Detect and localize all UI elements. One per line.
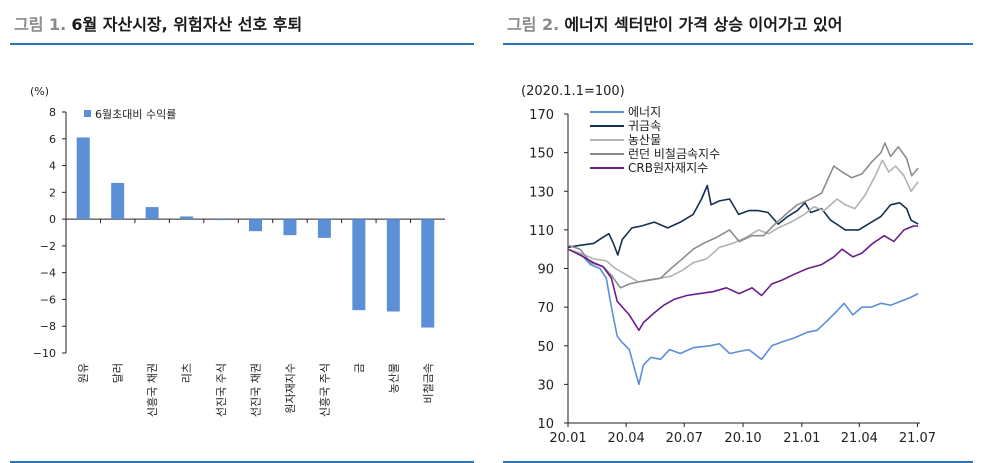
figure-1-title-rule bbox=[10, 43, 474, 45]
x-category-label: 달러 bbox=[112, 363, 125, 383]
legend-label: CRB원자재지수 bbox=[628, 161, 708, 175]
figure-2-title: 그림 2. 에너지 섹터만이 가격 상승 이어가고 있어 bbox=[507, 14, 842, 36]
y-tick-label: −4 bbox=[40, 267, 56, 280]
legend-label: 귀금속 bbox=[628, 119, 661, 133]
y-tick-label: 50 bbox=[537, 340, 554, 355]
y-tick-label: 30 bbox=[537, 378, 554, 393]
y-unit-label: (%) bbox=[30, 85, 49, 98]
x-category-label: 비철금속 bbox=[422, 363, 435, 403]
bar bbox=[111, 182, 125, 220]
y-tick-label: 0 bbox=[49, 213, 56, 226]
x-category-label: 농산물 bbox=[387, 363, 400, 393]
bar bbox=[317, 219, 331, 238]
figure-2-bottom-rule bbox=[503, 461, 973, 463]
x-tick-label: 20.10 bbox=[724, 431, 761, 446]
y-tick-label: 2 bbox=[49, 186, 56, 199]
x-tick-label: 21.01 bbox=[783, 431, 820, 446]
bar bbox=[145, 207, 159, 220]
bar bbox=[386, 219, 400, 312]
agriculture-line bbox=[567, 159, 919, 283]
figure-1-title-text: 6월 자산시장, 위험자산 선호 후퇴 bbox=[71, 15, 303, 34]
x-tick-label: 21.07 bbox=[899, 431, 936, 446]
y-tick-label: −6 bbox=[40, 293, 56, 306]
figure-2-number: 그림 2. bbox=[507, 15, 560, 34]
precious-metals-line bbox=[567, 184, 919, 256]
figure-2-title-text: 에너지 섹터만이 가격 상승 이어가고 있어 bbox=[564, 15, 843, 34]
figure-2-title-rule bbox=[503, 43, 973, 45]
y-tick-label: 90 bbox=[537, 263, 554, 278]
bar bbox=[352, 219, 366, 311]
figure-2-panel: 그림 2. 에너지 섹터만이 가격 상승 이어가고 있어 (2020.1.1=1… bbox=[497, 0, 983, 463]
x-category-label: 리츠 bbox=[181, 363, 194, 383]
y-tick-label: 6 bbox=[49, 133, 56, 146]
legend-label: 농산물 bbox=[628, 133, 661, 147]
x-tick-label: 20.01 bbox=[549, 431, 586, 446]
x-tick-label: 20.04 bbox=[608, 431, 645, 446]
x-category-label: 선진국 채권 bbox=[250, 363, 263, 417]
x-category-label: 원유 bbox=[77, 363, 90, 383]
crb-index-line bbox=[567, 225, 919, 332]
bar bbox=[214, 219, 228, 221]
bar bbox=[249, 219, 262, 232]
y-tick-label: 70 bbox=[537, 301, 554, 316]
x-tick-label: 21.04 bbox=[841, 431, 878, 446]
y-unit-label: (2020.1.1=100) bbox=[521, 84, 625, 99]
line-chart: (2020.1.1=100)170150130110907050301020.0… bbox=[521, 84, 936, 446]
y-tick-label: 170 bbox=[529, 108, 554, 123]
x-category-label: 신흥국 채권 bbox=[145, 363, 159, 417]
bar bbox=[283, 219, 297, 236]
figure-1-number: 그림 1. bbox=[14, 15, 67, 34]
legend-label: 런던 비철금속지수 bbox=[628, 147, 720, 161]
lme-base-metals-line bbox=[567, 142, 919, 289]
x-category-label: 원자재지수 bbox=[284, 363, 297, 414]
legend-swatch bbox=[84, 110, 91, 117]
energy-line bbox=[567, 248, 919, 386]
y-tick-label: 8 bbox=[49, 106, 56, 119]
y-tick-label: 150 bbox=[529, 147, 554, 162]
figure-1-title: 그림 1. 6월 자산시장, 위험자산 선호 후퇴 bbox=[14, 14, 302, 36]
y-tick-label: −2 bbox=[40, 240, 56, 253]
y-tick-label: 110 bbox=[529, 224, 554, 239]
y-tick-label: −10 bbox=[33, 347, 56, 360]
y-tick-label: −8 bbox=[40, 320, 56, 333]
legend-label: 에너지 bbox=[628, 105, 661, 119]
x-category-label: 금 bbox=[353, 363, 366, 373]
figure-1-bottom-rule bbox=[10, 461, 474, 463]
bar-chart: (%)8 6 4 2 0 −2 −4 −6 −8 −10 원유 달러 신흥국 채권 리츠 선진국 주식 선진국… bbox=[30, 85, 445, 417]
y-tick-label: 4 bbox=[49, 160, 56, 173]
legend-label: 6월초대비 수익률 bbox=[95, 108, 176, 121]
bar bbox=[180, 216, 194, 220]
y-tick-label: 130 bbox=[529, 185, 554, 200]
y-tick-label: 10 bbox=[537, 417, 554, 432]
x-category-label: 신흥국 주식 bbox=[317, 363, 331, 417]
figure-1-panel: 그림 1. 6월 자산시장, 위험자산 선호 후퇴 (%) 8 6 4 2 0 −2 −4 −6… bbox=[0, 0, 486, 463]
x-category-label: 선진국 주식 bbox=[215, 363, 228, 417]
bar bbox=[76, 137, 90, 220]
x-tick-label: 20.07 bbox=[666, 431, 703, 446]
bar bbox=[421, 219, 435, 328]
